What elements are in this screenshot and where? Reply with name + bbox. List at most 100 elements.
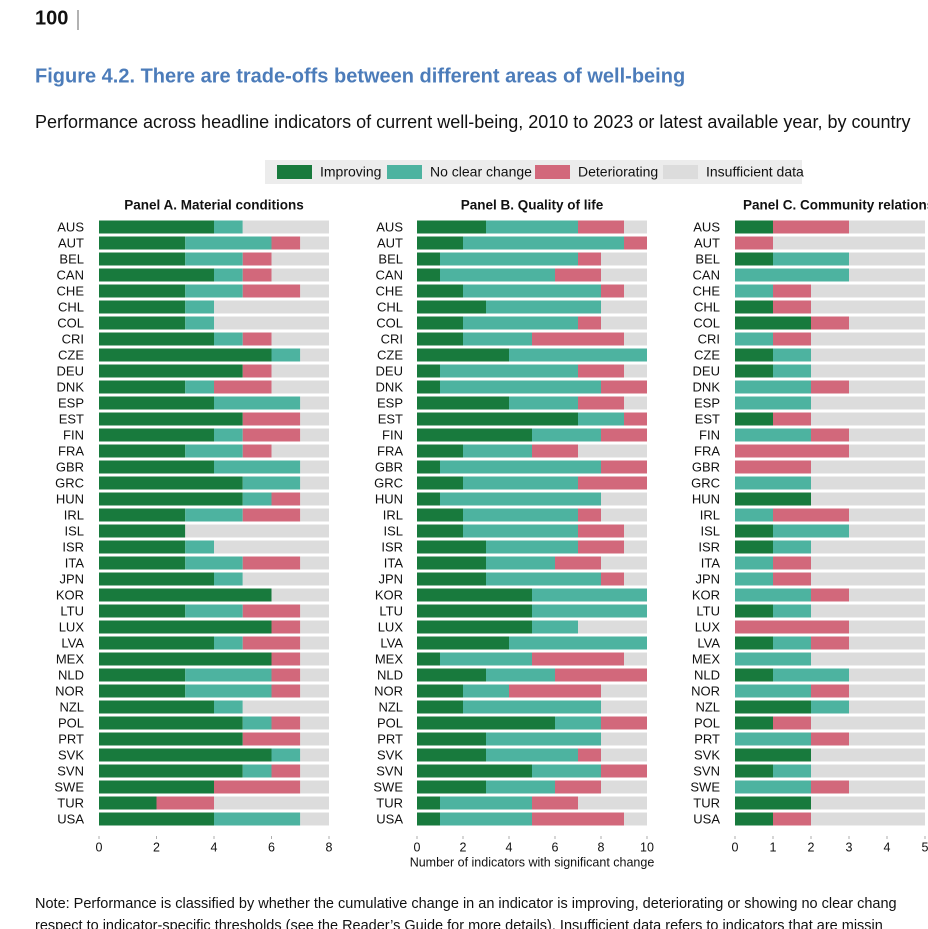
- bar-segment: [99, 508, 186, 522]
- bar-segment: [417, 220, 486, 234]
- bar-segment: [578, 252, 601, 266]
- panel-title: Panel A. Material conditions: [124, 198, 304, 213]
- bar-segment: [242, 268, 272, 282]
- bar-segment: [417, 508, 463, 522]
- bar-segment: [417, 732, 486, 746]
- bar-segment: [624, 396, 647, 410]
- bar-segment: [601, 284, 624, 298]
- bar-segment: [417, 780, 486, 794]
- bar-segment: [300, 348, 329, 362]
- y-tick-label: ISR: [698, 539, 720, 554]
- bar-segment: [185, 316, 214, 330]
- bar-segment: [271, 252, 329, 266]
- bar-segment: [811, 652, 925, 666]
- legend-swatch: [387, 165, 422, 179]
- bar-segment: [735, 380, 811, 394]
- bar-segment: [271, 268, 329, 282]
- panel-title: Panel B. Quality of life: [461, 198, 604, 213]
- bar-segment: [811, 300, 925, 314]
- bar-segment: [185, 236, 272, 250]
- bar-segment: [99, 364, 243, 378]
- bar-segment: [849, 316, 925, 330]
- bar-segment: [735, 316, 811, 330]
- bar-segment: [99, 236, 186, 250]
- bar-segment: [417, 300, 486, 314]
- bar-segment: [271, 588, 329, 602]
- bar-segment: [417, 716, 555, 730]
- y-tick-label: NLD: [694, 667, 720, 682]
- bar-segment: [735, 508, 773, 522]
- x-tick-label: 5: [922, 840, 928, 854]
- y-tick-label: CRI: [698, 331, 720, 346]
- bar-segment: [214, 572, 243, 586]
- bar-segment: [99, 700, 214, 714]
- y-tick-label: FRA: [58, 443, 84, 458]
- y-tick-label: JPN: [59, 571, 84, 586]
- bar-segment: [849, 380, 925, 394]
- x-axis-label: Number of indicators with significant ch…: [410, 855, 655, 869]
- y-tick-label: GBR: [56, 459, 84, 474]
- y-tick-label: BEL: [59, 251, 84, 266]
- bar-segment: [185, 300, 214, 314]
- bar-segment: [601, 700, 647, 714]
- bar-segment: [735, 268, 849, 282]
- bar-segment: [773, 636, 811, 650]
- bar-segment: [624, 236, 647, 250]
- bar-segment: [417, 796, 440, 810]
- bar-segment: [271, 492, 301, 506]
- bar-segment: [463, 476, 578, 490]
- bar-segment: [578, 748, 601, 762]
- y-tick-label: CAN: [376, 267, 403, 282]
- bar-segment: [300, 748, 329, 762]
- y-tick-label: CZE: [58, 347, 84, 362]
- y-tick-label: CHE: [693, 283, 721, 298]
- bar-segment: [185, 604, 243, 618]
- bar-segment: [486, 732, 601, 746]
- bar-segment: [417, 444, 463, 458]
- y-tick-label: PRT: [58, 731, 84, 746]
- bar-segment: [99, 316, 186, 330]
- bar-segment: [555, 668, 647, 682]
- bar-segment: [300, 684, 329, 698]
- bar-segment: [271, 332, 329, 346]
- y-tick-label: TUR: [693, 795, 720, 810]
- bar-segment: [735, 412, 773, 426]
- bar-segment: [773, 284, 811, 298]
- y-tick-label: CHE: [376, 283, 404, 298]
- bar-segment: [185, 252, 243, 266]
- bar-segment: [300, 732, 329, 746]
- bar-segment: [99, 348, 272, 362]
- bar-segment: [440, 268, 555, 282]
- bar-segment: [99, 476, 243, 490]
- y-tick-label: HUN: [375, 491, 403, 506]
- x-tick-label: 2: [460, 840, 467, 854]
- bar-segment: [242, 332, 272, 346]
- bar-segment: [735, 284, 773, 298]
- bar-segment: [849, 668, 925, 682]
- panel-title: Panel C. Community relations: [743, 198, 928, 213]
- y-tick-label: ESP: [58, 395, 84, 410]
- y-tick-label: USA: [57, 811, 84, 826]
- bar-segment: [214, 460, 301, 474]
- bar-segment: [417, 748, 486, 762]
- bar-segment: [773, 540, 811, 554]
- bar-segment: [417, 636, 509, 650]
- bar-segment: [735, 332, 773, 346]
- y-tick-label: AUS: [693, 219, 720, 234]
- bar-segment: [601, 508, 647, 522]
- y-tick-label: NOR: [55, 683, 84, 698]
- y-tick-label: POL: [58, 715, 84, 730]
- bar-segment: [735, 668, 773, 682]
- bar-segment: [811, 348, 925, 362]
- bar-segment: [99, 636, 214, 650]
- y-tick-label: LUX: [695, 619, 721, 634]
- bar-segment: [417, 316, 463, 330]
- bar-segment: [624, 572, 647, 586]
- y-tick-label: AUT: [694, 235, 720, 250]
- legend-label: Insufficient data: [706, 164, 804, 180]
- bar-segment: [463, 236, 624, 250]
- bar-segment: [185, 380, 214, 394]
- y-tick-label: GRC: [374, 475, 403, 490]
- bar-segment: [849, 732, 925, 746]
